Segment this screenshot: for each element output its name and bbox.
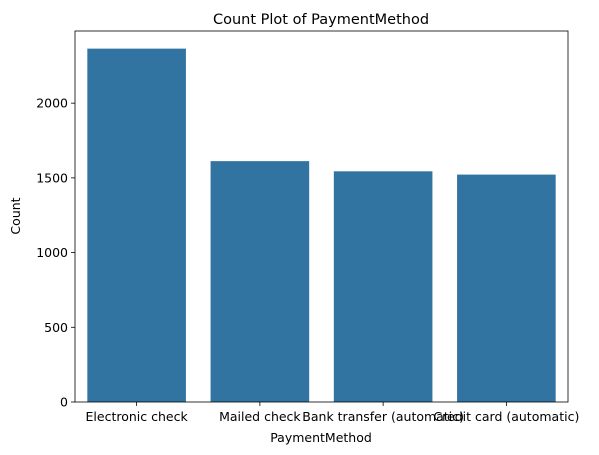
x-tick-label: Bank transfer (automatic) — [302, 409, 464, 424]
chart-title: Count Plot of PaymentMethod — [213, 12, 429, 28]
y-tick-label: 1000 — [36, 245, 68, 260]
bars — [87, 48, 556, 402]
bar-3 — [457, 174, 556, 402]
x-tick-label: Electronic check — [86, 409, 189, 424]
x-axis-ticks: Electronic check Mailed check Bank transfe… — [86, 402, 579, 424]
x-tick-label: Credit card (automatic) — [433, 409, 579, 424]
y-tick-label: 1500 — [36, 170, 68, 185]
y-axis-ticks: 0 500 1000 1500 2000 — [36, 96, 75, 410]
bar-0 — [87, 48, 186, 402]
y-tick-label: 500 — [44, 320, 68, 335]
bar-1 — [210, 161, 310, 402]
x-tick-label: Mailed check — [219, 409, 301, 424]
x-axis-label: PaymentMethod — [270, 430, 372, 445]
y-tick-label: 2000 — [36, 96, 68, 111]
y-tick-label: 0 — [60, 395, 68, 410]
y-axis-label: Count — [8, 197, 23, 234]
bar-2 — [333, 171, 433, 402]
plot-frame — [74, 30, 569, 403]
